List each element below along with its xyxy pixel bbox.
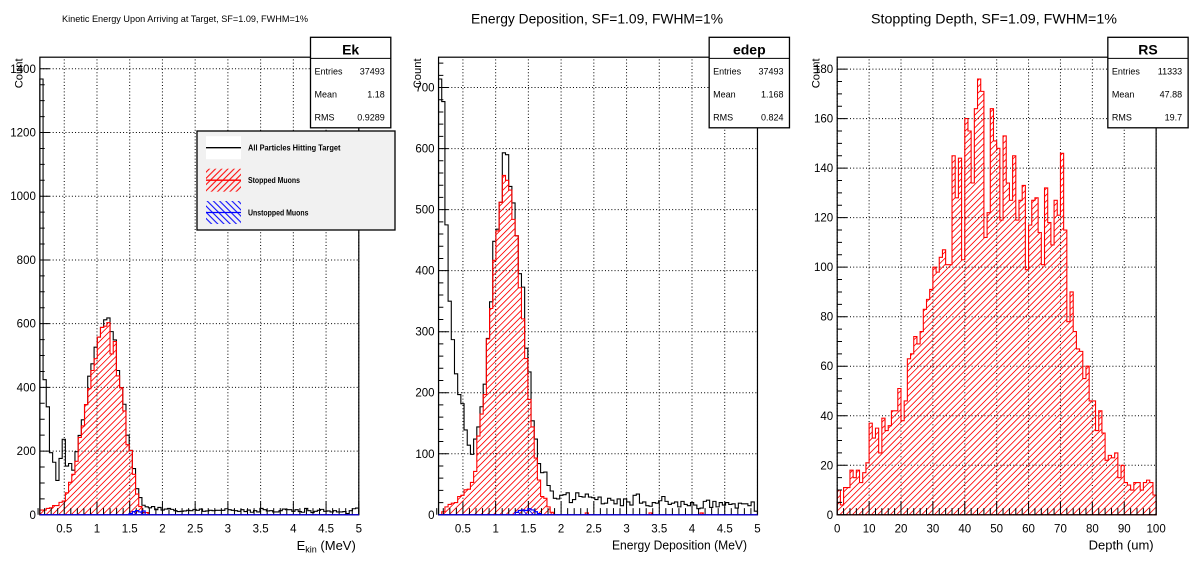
svg-text:Count: Count	[13, 58, 25, 89]
svg-text:400: 400	[17, 382, 36, 394]
svg-text:90: 90	[1118, 524, 1131, 536]
svg-text:1.5: 1.5	[520, 524, 536, 536]
svg-text:3.5: 3.5	[651, 524, 667, 536]
svg-text:60: 60	[1022, 524, 1035, 536]
svg-text:edep: edep	[733, 41, 766, 57]
svg-text:200: 200	[17, 446, 36, 458]
svg-text:0: 0	[428, 510, 434, 522]
svg-text:RMS: RMS	[713, 113, 733, 123]
svg-text:Count: Count	[811, 58, 823, 89]
svg-text:37493: 37493	[758, 67, 783, 77]
svg-text:700: 700	[415, 83, 434, 95]
svg-text:Count: Count	[412, 58, 424, 89]
svg-text:Stoppting Depth, SF=1.09, FWHM: Stoppting Depth, SF=1.09, FWHM=1%	[871, 11, 1117, 27]
svg-text:500: 500	[415, 205, 434, 217]
svg-text:4.5: 4.5	[318, 524, 334, 536]
svg-text:0.5: 0.5	[455, 524, 471, 536]
svg-text:5: 5	[356, 524, 362, 536]
svg-text:RMS: RMS	[315, 113, 335, 123]
svg-text:Entries: Entries	[713, 67, 742, 77]
svg-text:1.5: 1.5	[122, 524, 138, 536]
svg-text:0: 0	[827, 510, 833, 522]
svg-text:100: 100	[814, 262, 833, 274]
svg-text:800: 800	[17, 255, 36, 267]
svg-text:600: 600	[17, 319, 36, 331]
svg-text:1.18: 1.18	[367, 90, 385, 100]
svg-text:47.88: 47.88	[1160, 90, 1183, 100]
svg-text:11333: 11333	[1158, 67, 1182, 77]
svg-text:80: 80	[820, 312, 833, 324]
svg-text:1.168: 1.168	[761, 90, 784, 100]
svg-text:19.7: 19.7	[1165, 113, 1183, 123]
svg-text:Kinetic Energy Upon Arriving a: Kinetic Energy Upon Arriving at Target, …	[62, 14, 308, 24]
svg-text:600: 600	[415, 144, 434, 156]
svg-text:RMS: RMS	[1112, 113, 1132, 123]
svg-text:3: 3	[225, 524, 231, 536]
svg-text:Stopped Muons: Stopped Muons	[248, 176, 300, 185]
svg-text:40: 40	[958, 524, 971, 536]
svg-text:4: 4	[290, 524, 297, 536]
svg-text:50: 50	[990, 524, 1003, 536]
svg-text:200: 200	[415, 388, 434, 400]
svg-text:0.824: 0.824	[761, 113, 784, 123]
svg-text:40: 40	[820, 411, 833, 423]
svg-text:1200: 1200	[10, 128, 36, 140]
svg-text:60: 60	[820, 361, 833, 373]
svg-text:3: 3	[623, 524, 629, 536]
svg-text:37493: 37493	[360, 67, 385, 77]
svg-text:Entries: Entries	[315, 67, 344, 77]
svg-text:2: 2	[159, 524, 165, 536]
svg-text:1400: 1400	[10, 64, 36, 76]
svg-text:120: 120	[814, 213, 833, 225]
svg-text:Energy Deposition, SF=1.09, FW: Energy Deposition, SF=1.09, FWHM=1%	[471, 11, 723, 27]
svg-text:160: 160	[814, 114, 833, 126]
svg-text:80: 80	[1086, 524, 1099, 536]
svg-text:Unstopped Muons: Unstopped Muons	[248, 209, 309, 218]
svg-text:1: 1	[492, 524, 498, 536]
svg-text:2.5: 2.5	[586, 524, 602, 536]
svg-text:0.9289: 0.9289	[357, 113, 385, 123]
svg-text:4: 4	[689, 524, 696, 536]
svg-text:2.5: 2.5	[187, 524, 203, 536]
svg-text:0: 0	[834, 524, 840, 536]
svg-text:1: 1	[94, 524, 100, 536]
svg-text:RS: RS	[1138, 41, 1157, 57]
svg-text:4.5: 4.5	[717, 524, 733, 536]
svg-text:400: 400	[415, 266, 434, 278]
svg-text:Depth (um): Depth (um)	[1089, 538, 1154, 553]
svg-text:Energy Deposition (MeV): Energy Deposition (MeV)	[612, 538, 747, 553]
svg-text:100: 100	[415, 449, 434, 461]
svg-text:20: 20	[820, 460, 833, 472]
svg-text:All Particles Hitting Target: All Particles Hitting Target	[248, 144, 341, 153]
svg-text:30: 30	[926, 524, 939, 536]
svg-text:100: 100	[1147, 524, 1166, 536]
svg-text:20: 20	[895, 524, 908, 536]
svg-text:0.5: 0.5	[56, 524, 72, 536]
svg-text:180: 180	[814, 64, 833, 76]
svg-text:Ek: Ek	[342, 41, 359, 57]
svg-text:Entries: Entries	[1112, 67, 1141, 77]
svg-text:1000: 1000	[10, 191, 36, 203]
svg-text:70: 70	[1054, 524, 1067, 536]
svg-text:2: 2	[558, 524, 564, 536]
svg-text:Mean: Mean	[1112, 90, 1135, 100]
svg-text:10: 10	[863, 524, 876, 536]
svg-text:Mean: Mean	[315, 90, 338, 100]
svg-text:5: 5	[754, 524, 760, 536]
svg-text:Mean: Mean	[713, 90, 736, 100]
svg-text:3.5: 3.5	[253, 524, 269, 536]
svg-text:140: 140	[814, 163, 833, 175]
svg-text:300: 300	[415, 327, 434, 339]
svg-text:0: 0	[29, 510, 35, 522]
